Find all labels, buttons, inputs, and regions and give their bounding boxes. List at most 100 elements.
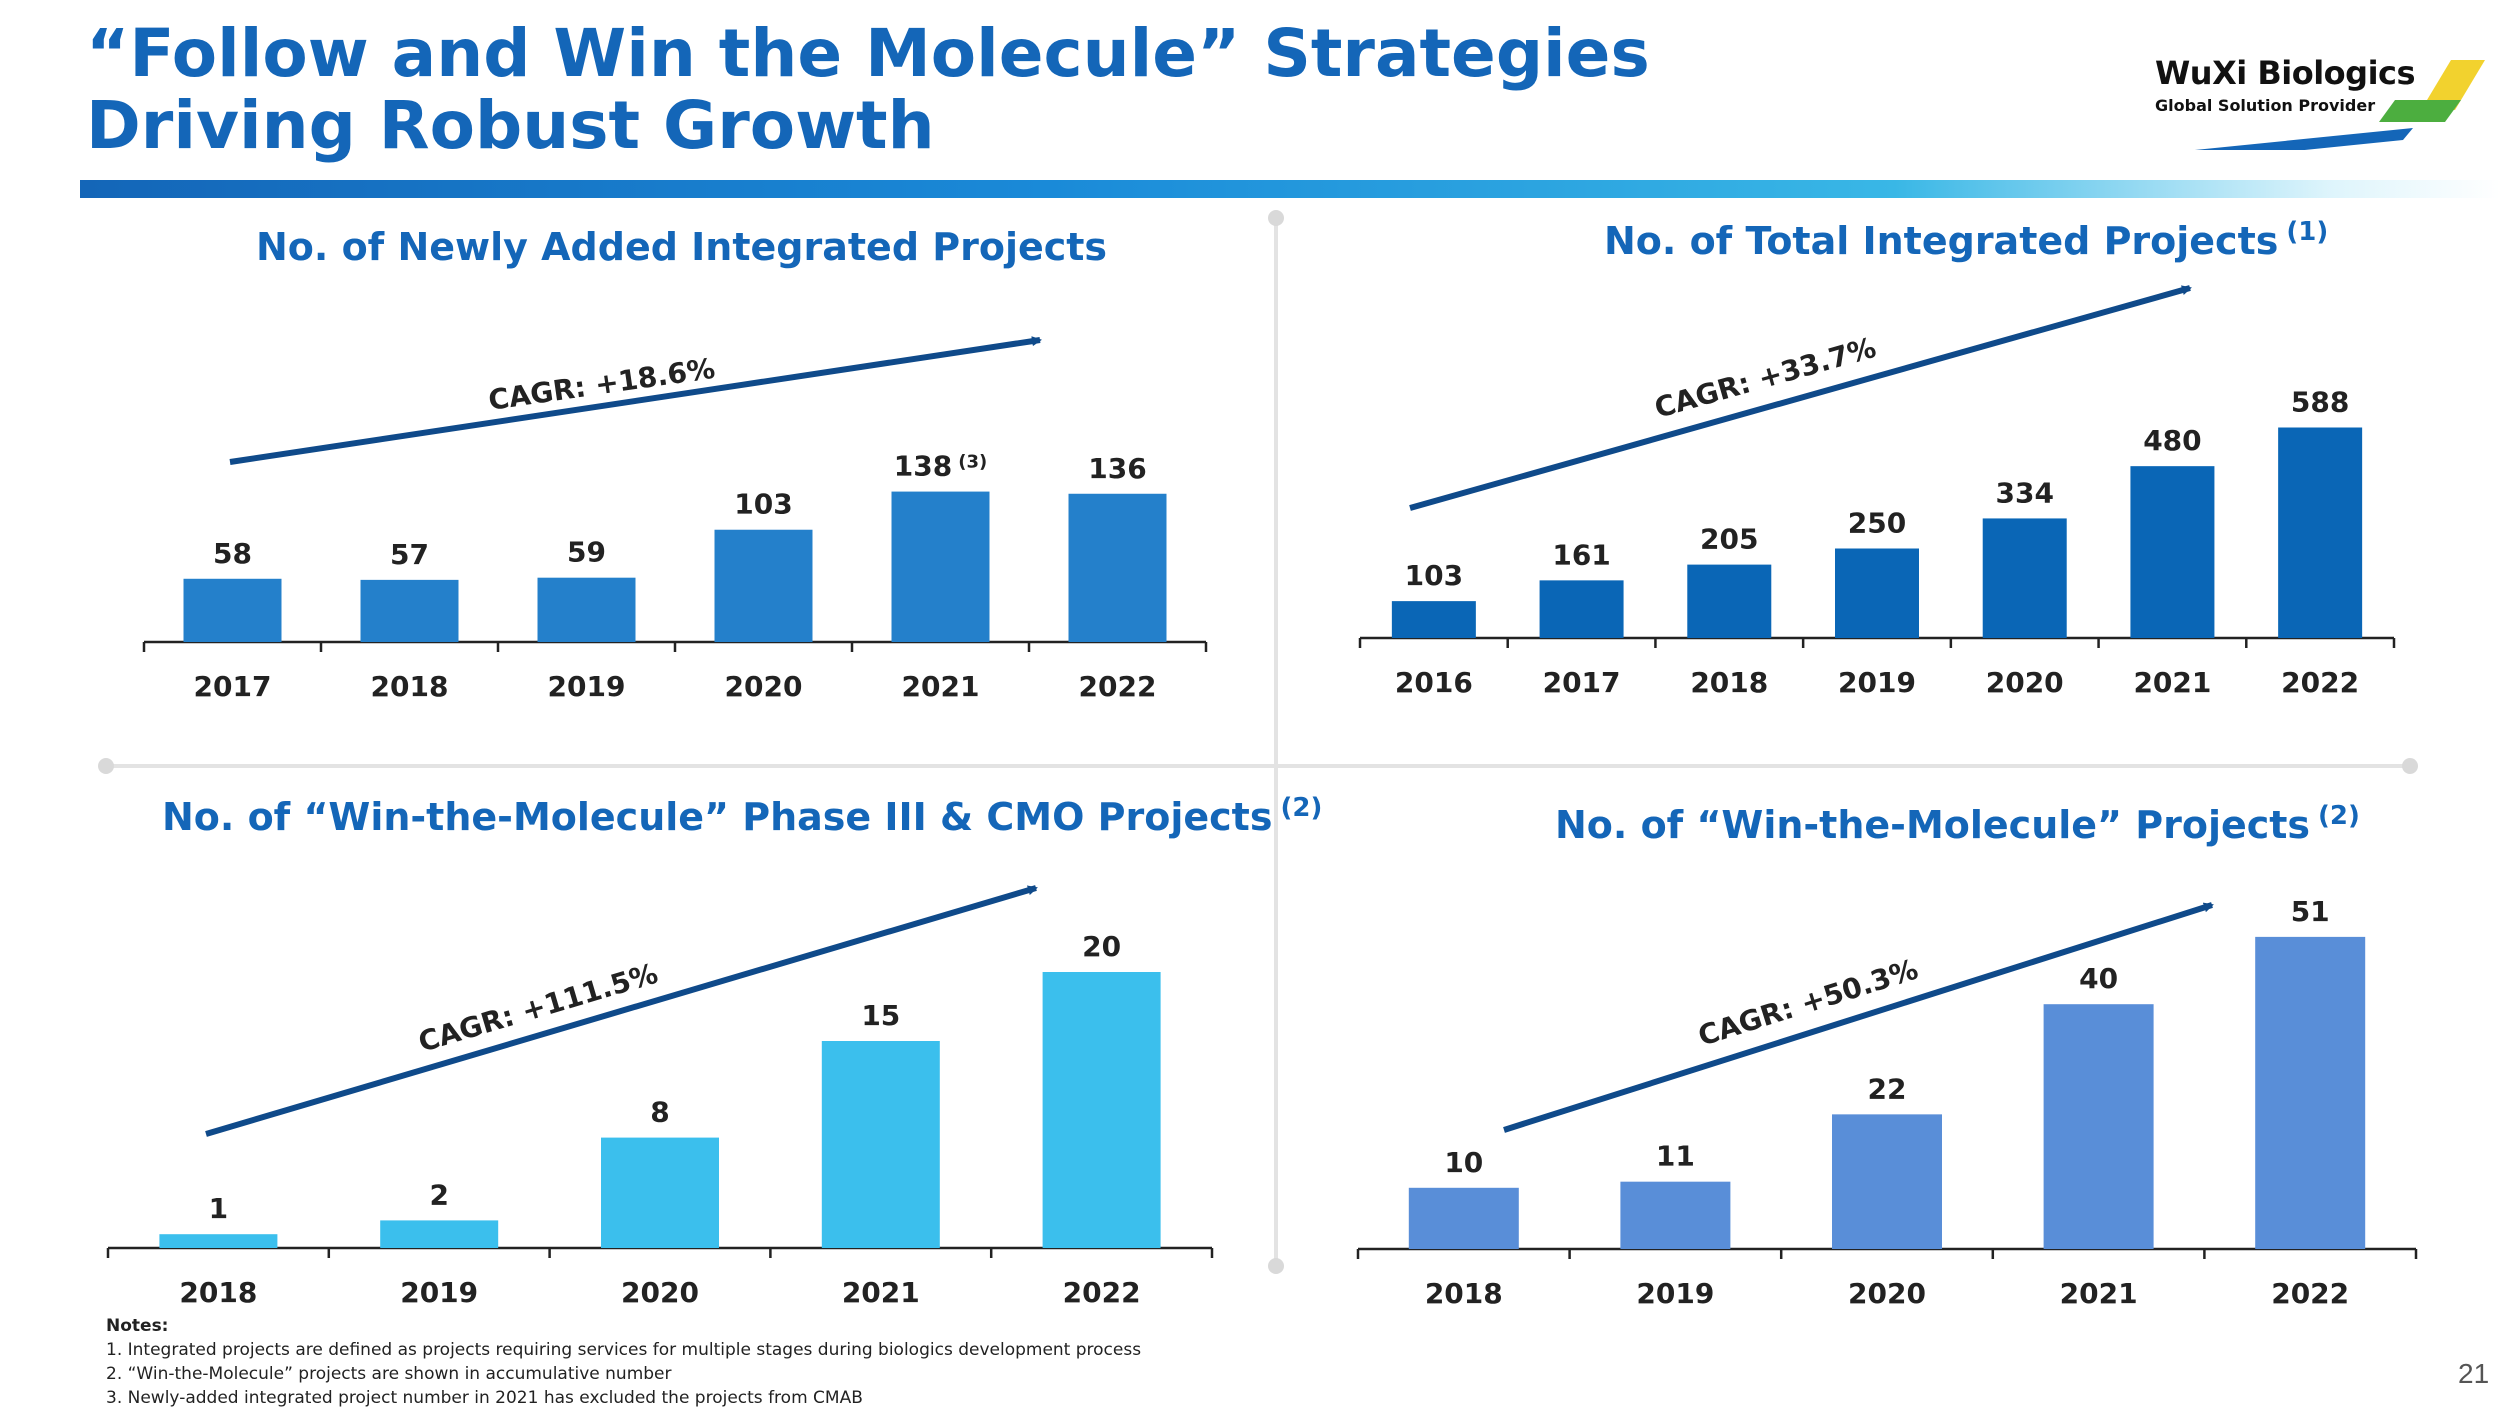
note-item-2: 2. “Win-the-Molecule” projects are shown… xyxy=(106,1364,672,1384)
cagr-trend-arrow xyxy=(205,885,1038,1137)
x-tick-label-2020: 2020 xyxy=(1848,1277,1926,1310)
data-label-2019: 2 xyxy=(429,1178,448,1211)
bar-2019 xyxy=(537,577,636,642)
bar-2017 xyxy=(1539,580,1624,638)
bar-2020 xyxy=(714,529,813,642)
cagr-label: CAGR: +18.6% xyxy=(486,352,717,417)
data-label-2022: 20 xyxy=(1082,930,1121,963)
note-item-1: 1. Integrated projects are defined as pr… xyxy=(106,1340,1142,1360)
data-label-2020: 22 xyxy=(1868,1072,1907,1105)
bar-2018 xyxy=(1687,564,1772,638)
bar-2018 xyxy=(159,1234,278,1248)
data-label-2018: 1 xyxy=(209,1192,228,1225)
bar-2022 xyxy=(2278,427,2363,638)
bar-2019 xyxy=(1835,548,1919,638)
chart-title: No. of Total Integrated Projects (1) xyxy=(1604,217,2328,263)
x-tick-label-2022: 2022 xyxy=(1063,1276,1141,1309)
page-number: 21 xyxy=(2458,1358,2490,1389)
data-label-2016: 103 xyxy=(1405,559,1463,592)
bar-2020 xyxy=(1982,518,2067,638)
x-tick-label-2022: 2022 xyxy=(1079,670,1157,703)
x-tick-label-2018: 2018 xyxy=(179,1276,257,1309)
data-label-2022: 136 xyxy=(1088,452,1146,485)
chart-title: No. of “Win-the-Molecule” Phase III & CM… xyxy=(162,793,1322,839)
vertical-divider xyxy=(1274,218,1278,1268)
x-tick-label-2019: 2019 xyxy=(1636,1277,1714,1310)
notes: Notes: 1. Integrated projects are define… xyxy=(106,1314,1141,1410)
cagr-label: CAGR: +33.7% xyxy=(1651,331,1880,425)
x-tick-label-2019: 2019 xyxy=(1838,666,1916,699)
page-title: “Follow and Win the Molecule” Strategies… xyxy=(86,18,1650,162)
x-tick-label-2019: 2019 xyxy=(548,670,626,703)
chart-title-footnote: (1) xyxy=(2286,217,2328,247)
bar-2018 xyxy=(1408,1187,1519,1249)
x-tick-label-2019: 2019 xyxy=(400,1276,478,1309)
x-tick-label-2018: 2018 xyxy=(1690,666,1768,699)
logo-name: WuXi Biologics xyxy=(2155,54,2416,92)
bar-2019 xyxy=(1620,1181,1731,1249)
chart-title: No. of Newly Added Integrated Projects xyxy=(256,225,1107,269)
chart-title-footnote: (2) xyxy=(1280,793,1322,823)
data-label-2017: 58 xyxy=(213,537,252,570)
bar-2022 xyxy=(2255,936,2366,1249)
data-label-2019: 11 xyxy=(1656,1140,1695,1173)
data-label-2019: 250 xyxy=(1848,507,1906,540)
x-tick-label-2021: 2021 xyxy=(2060,1277,2138,1310)
bar-2016 xyxy=(1391,601,1476,638)
logo-tagline: Global Solution Provider xyxy=(2155,96,2376,115)
cagr-label: CAGR: +111.5% xyxy=(415,957,662,1059)
header-band xyxy=(80,180,2500,198)
x-tick-label-2021: 2021 xyxy=(902,670,980,703)
data-label-footnote: (3) xyxy=(958,452,987,473)
bar-2020 xyxy=(1832,1114,1942,1249)
data-label-2018: 205 xyxy=(1700,523,1758,556)
data-label-2018: 57 xyxy=(390,538,429,571)
x-tick-label-2022: 2022 xyxy=(2271,1277,2349,1310)
notes-title: Notes: xyxy=(106,1316,169,1336)
divider-dot-left xyxy=(98,758,114,774)
chart-title-footnote: (2) xyxy=(2318,801,2360,831)
cagr-trend-arrow xyxy=(229,336,1042,465)
data-label-2020: 8 xyxy=(650,1096,669,1129)
x-tick-label-2020: 2020 xyxy=(1986,666,2064,699)
bar-2022 xyxy=(1042,972,1161,1248)
data-label-2021: 480 xyxy=(2143,424,2201,457)
data-label-2017: 161 xyxy=(1552,538,1610,571)
note-item-3: 3. Newly-added integrated project number… xyxy=(106,1388,863,1408)
x-tick-label-2020: 2020 xyxy=(725,670,803,703)
bar-2021 xyxy=(2043,1004,2154,1249)
x-tick-label-2022: 2022 xyxy=(2281,666,2359,699)
cagr-trend-arrow xyxy=(1503,902,2214,1133)
bar-2017 xyxy=(183,578,282,642)
x-tick-label-2016: 2016 xyxy=(1395,666,1473,699)
data-label-2021: 138 (3) xyxy=(894,450,987,483)
data-label-2022: 51 xyxy=(2291,895,2330,928)
x-tick-label-2017: 2017 xyxy=(194,670,272,703)
bar-2019 xyxy=(380,1220,499,1248)
x-tick-label-2018: 2018 xyxy=(371,670,449,703)
data-label-2019: 59 xyxy=(567,536,606,569)
x-tick-label-2018: 2018 xyxy=(1425,1277,1503,1310)
logo-swoosh-icon xyxy=(2194,60,2485,150)
x-tick-label-2020: 2020 xyxy=(621,1276,699,1309)
bar-2022 xyxy=(1068,493,1167,642)
bar-2021 xyxy=(2130,466,2215,638)
page-title-line-2: Driving Robust Growth xyxy=(86,87,935,164)
bar-2020 xyxy=(601,1137,719,1248)
wuxi-biologics-logo: WuXi Biologics Global Solution Provider xyxy=(2155,40,2485,150)
data-label-2018: 10 xyxy=(1444,1146,1483,1179)
data-label-2020: 103 xyxy=(734,488,792,521)
divider-dot-top xyxy=(1268,210,1284,226)
x-tick-label-2017: 2017 xyxy=(1543,666,1621,699)
x-tick-label-2021: 2021 xyxy=(842,1276,920,1309)
cagr-label: CAGR: +50.3% xyxy=(1694,953,1922,1053)
data-label-2022: 588 xyxy=(2291,385,2349,418)
chart-title: No. of “Win-the-Molecule” Projects (2) xyxy=(1555,801,2360,847)
data-label-2021: 15 xyxy=(861,999,900,1032)
divider-dot-bottom xyxy=(1268,1258,1284,1274)
bar-2021 xyxy=(821,1041,940,1248)
